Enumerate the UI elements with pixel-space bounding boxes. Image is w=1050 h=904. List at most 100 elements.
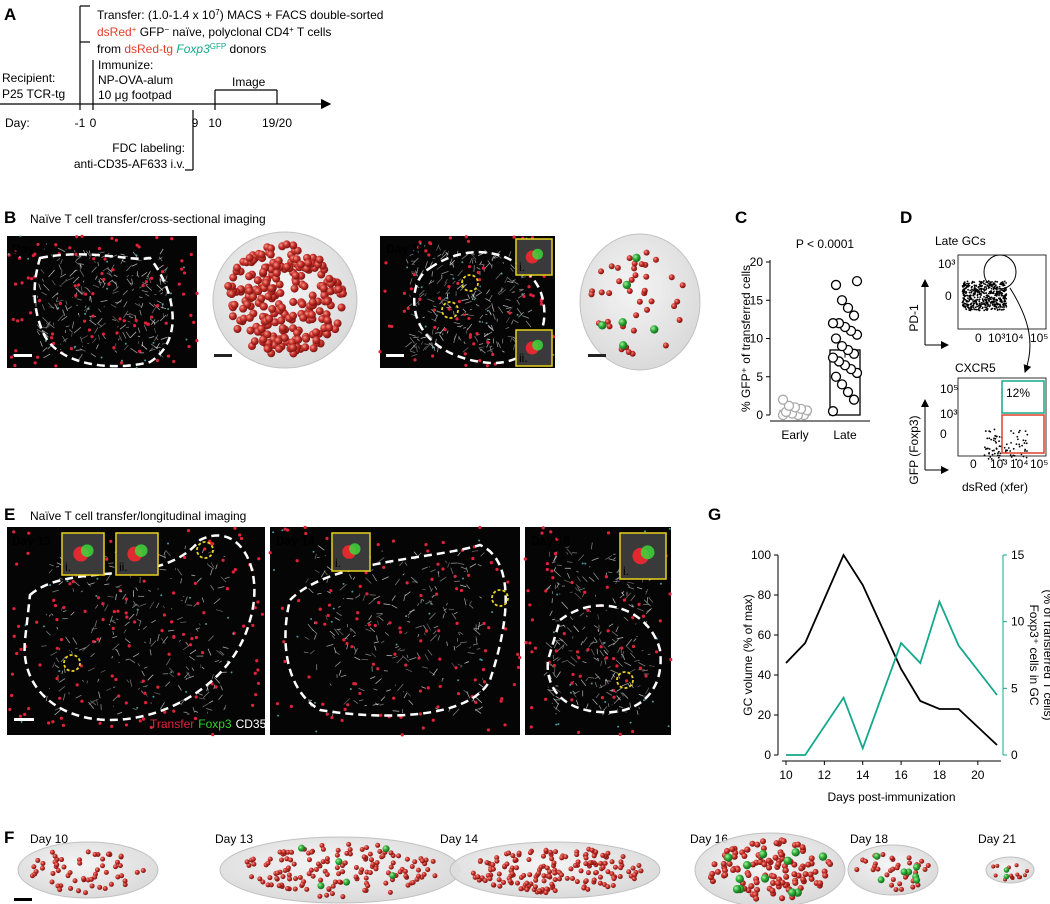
- event-dot: [966, 294, 969, 297]
- cell-sphere: [898, 886, 904, 892]
- inset-label: i.: [623, 564, 629, 578]
- cell-dot: [71, 579, 75, 584]
- cell-dot: [125, 615, 129, 619]
- channel-name: CD35: [236, 717, 267, 731]
- event-dot: [999, 300, 1002, 303]
- fdc-texture: [143, 666, 148, 669]
- cell-dot: [522, 294, 526, 298]
- cell-sphere: [766, 864, 773, 871]
- cell-dot: [552, 631, 555, 634]
- fdc-texture: [314, 553, 317, 560]
- highlight-ring: [491, 589, 509, 607]
- fdc-texture: [308, 588, 314, 594]
- fdc-texture: [488, 294, 493, 301]
- fdc-texture: [126, 679, 130, 683]
- fdc-texture: [406, 654, 409, 658]
- cell-dot: [350, 645, 354, 649]
- axis-tick: 0: [975, 331, 982, 345]
- fdc-texture: [214, 677, 221, 684]
- cell-sphere: [897, 881, 903, 887]
- cell-sphere: [419, 858, 425, 864]
- cell-dot: [512, 682, 516, 687]
- fdc-texture: [224, 576, 230, 580]
- fdc-texture: [449, 258, 453, 265]
- fdc-texture: [380, 640, 385, 644]
- fdc-texture: [588, 576, 595, 582]
- cell-sphere: [799, 844, 806, 851]
- event-dot: [994, 437, 997, 440]
- cell-sphere: [889, 855, 895, 861]
- event-dot: [986, 437, 989, 440]
- fdc-texture: [582, 661, 587, 664]
- fdc-texture: [327, 591, 332, 594]
- cell-dot: [638, 666, 642, 670]
- cell-dot: [325, 536, 329, 541]
- cell-dot: [141, 679, 145, 683]
- cell-sphere: [115, 874, 121, 880]
- fdc-texture: [112, 291, 119, 294]
- fdc-texture: [470, 290, 477, 298]
- cell-sphere: [250, 856, 256, 862]
- fdc-texture: [307, 699, 313, 701]
- fdc-texture: [415, 625, 423, 629]
- fdc-texture: [343, 698, 351, 705]
- inset-cell: [532, 248, 543, 260]
- fdc-texture: [450, 273, 454, 276]
- cell-dot: [478, 359, 482, 363]
- cell-dot: [69, 346, 74, 351]
- cell-dot: [106, 287, 109, 290]
- cell-dot: [74, 293, 78, 298]
- cell-sphere: [272, 261, 281, 270]
- cell-dot: [19, 647, 23, 652]
- cell-dot: [254, 693, 258, 697]
- fdc-texture: [630, 595, 636, 602]
- cell-sphere: [643, 273, 650, 280]
- event-dot: [987, 280, 990, 282]
- cell-sphere: [312, 328, 321, 337]
- cell-sphere: [854, 867, 860, 873]
- cell-dot: [231, 570, 235, 574]
- cell-dot: [644, 674, 648, 678]
- day-label: Day 21: [978, 832, 1016, 846]
- cell-sphere: [81, 875, 87, 881]
- cell-dot: [486, 309, 489, 312]
- cell-dot: [332, 607, 335, 610]
- fdc-texture: [139, 286, 142, 289]
- gate-arrow: [1009, 287, 1032, 373]
- fdc-texture: [115, 618, 119, 621]
- fdc-texture: [88, 700, 96, 705]
- fdc-texture: [128, 613, 135, 620]
- event-dot: [1022, 455, 1025, 458]
- fdc-texture: [131, 278, 134, 285]
- cell-sphere: [230, 300, 239, 309]
- fdc-texture: [630, 652, 636, 659]
- cell-dot: [282, 640, 286, 644]
- cell-sphere: [315, 861, 321, 867]
- fdc-texture: [474, 708, 482, 714]
- fdc-texture: [162, 605, 165, 609]
- cell-dot: [120, 590, 123, 593]
- cell-dot: [405, 581, 409, 585]
- fdc-texture: [567, 561, 573, 563]
- event-dot: [981, 291, 984, 293]
- cell-sphere: [775, 861, 782, 868]
- cell-sphere: [750, 861, 757, 868]
- cell-sphere: [334, 285, 343, 294]
- cell-dot: [185, 338, 188, 341]
- event-dot: [992, 439, 995, 442]
- fdc-texture: [54, 664, 59, 669]
- fdc-texture: [594, 676, 600, 680]
- event-dot: [987, 297, 990, 300]
- cell-dot: [12, 530, 16, 534]
- x-tick-label: 10: [779, 768, 793, 782]
- immunize-text: Immunize:: [98, 58, 153, 72]
- fdc-texture: [113, 274, 118, 278]
- fdc-texture: [634, 659, 640, 662]
- fdc-texture: [616, 688, 622, 692]
- fdc-texture: [492, 307, 495, 312]
- fdc-texture: [54, 706, 61, 711]
- cell-dot: [122, 319, 126, 323]
- cell-dot: [253, 606, 257, 610]
- fdc-texture: [165, 550, 171, 557]
- cell-sphere: [863, 858, 869, 864]
